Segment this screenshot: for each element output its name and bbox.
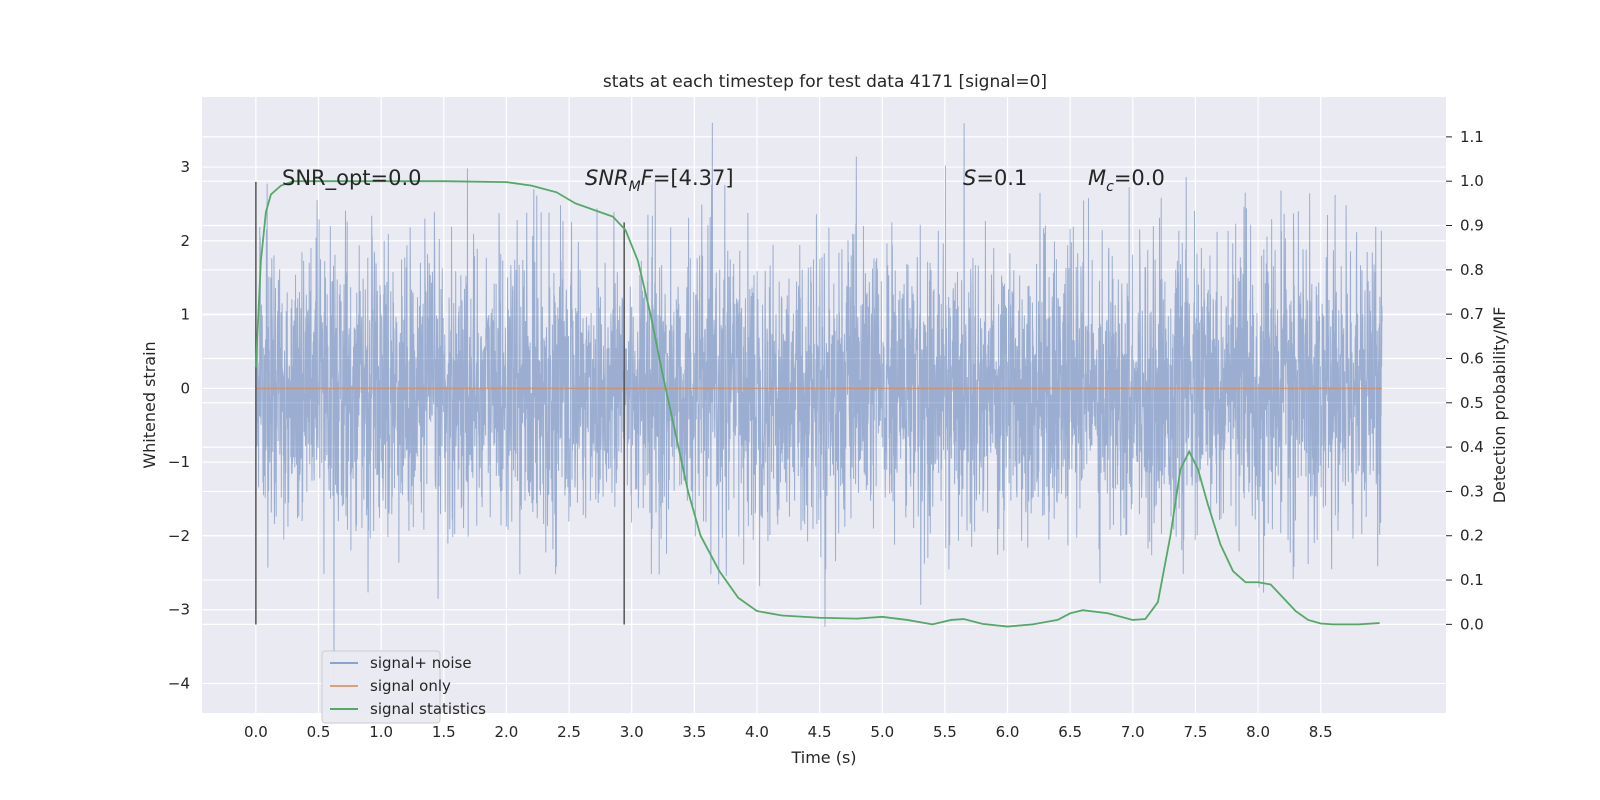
y2-tick-label: 0.2	[1460, 527, 1484, 545]
annotation-snr-mf-main: SNR	[585, 166, 629, 190]
signal-noise-series	[255, 122, 1383, 684]
x-axis-ticks: 0.0 0.5 1.0 1.5 2.0 2.5 3.0 3.5 4.0 4.5 5.0 5.5 6.0 6…	[244, 723, 1333, 741]
y2-tick-label: 0.7	[1460, 305, 1484, 323]
x-tick-label: 2.0	[494, 723, 518, 741]
x-tick-label: 2.5	[557, 723, 581, 741]
y2-tick-label: 0.9	[1460, 217, 1484, 235]
legend-label-signal: signal only	[370, 677, 451, 695]
annotation-mc: Mc=0.0	[1088, 166, 1165, 195]
x-tick-label: 1.5	[432, 723, 456, 741]
y2-tick-label: 0.5	[1460, 394, 1484, 412]
annotation-snr-opt: SNR_opt=0.0	[282, 166, 422, 191]
y-tick-label: −2	[168, 527, 190, 545]
annotation-mc-label: M	[1088, 166, 1106, 190]
y2-tick-label: 0.1	[1460, 571, 1484, 589]
y-axis-ticks: 3 2 1 0 −1 −2 −3 −4	[168, 158, 190, 692]
y-tick-label: 0	[180, 379, 190, 397]
annotation-s-value: =0.1	[976, 166, 1027, 190]
y2-axis-label: Detection probability/MF	[1490, 307, 1509, 504]
x-tick-label: 8.5	[1309, 723, 1333, 741]
x-tick-label: 6.5	[1058, 723, 1082, 741]
y-axis-label: Whitened strain	[140, 341, 159, 468]
x-tick-label: 0.0	[244, 723, 268, 741]
x-tick-label: 7.5	[1184, 723, 1208, 741]
y2-tick-label: 0.3	[1460, 482, 1484, 500]
y2-tick-label: 0.4	[1460, 438, 1484, 456]
x-tick-label: 3.0	[620, 723, 644, 741]
chart-title: stats at each timestep for test data 417…	[603, 72, 1047, 92]
signal-statistics-series	[254, 180, 1380, 628]
x-tick-label: 4.5	[808, 723, 832, 741]
legend-label-stats: signal statistics	[370, 700, 486, 718]
annotation-snr-mf-it: F	[641, 166, 654, 190]
x-tick-label: 5.5	[933, 723, 957, 741]
y2-tick-label: 0.6	[1460, 349, 1484, 367]
x-tick-label: 8.0	[1246, 723, 1270, 741]
y-tick-label: −4	[168, 674, 190, 692]
x-tick-label: 1.0	[369, 723, 393, 741]
y-tick-label: −3	[168, 601, 190, 619]
annotation-snr-mf: SNRMF=[4.37]	[585, 166, 734, 195]
x-tick-label: 3.5	[682, 723, 706, 741]
vertical-markers	[255, 181, 625, 625]
y-tick-label: 3	[180, 158, 190, 176]
y-tick-label: −1	[168, 453, 190, 471]
x-axis-label: Time (s)	[790, 748, 856, 767]
x-tick-label: 5.0	[870, 723, 894, 741]
y2-axis-ticks: 1.1 1.0 0.9 0.8 0.7 0.6 0.5 0.4 0.3 0.2 0.1 0.0	[1446, 128, 1484, 633]
x-tick-label: 6.0	[996, 723, 1020, 741]
annotation-mc-value: =0.0	[1114, 166, 1165, 190]
legend-box	[321, 650, 441, 724]
annotation-s: S=0.1	[963, 166, 1027, 190]
x-tick-label: 0.5	[307, 723, 331, 741]
legend: signal+ noise signal only signal statist…	[321, 650, 486, 724]
annotation-s-label: S	[963, 166, 976, 190]
y2-tick-label: 1.0	[1460, 172, 1484, 190]
annotation-mc-sub: c	[1106, 179, 1114, 195]
y2-tick-label: 0.8	[1460, 261, 1484, 279]
legend-label-noise: signal+ noise	[370, 654, 472, 672]
x-tick-label: 7.0	[1121, 723, 1145, 741]
y2-tick-label: 1.1	[1460, 128, 1484, 146]
y2-tick-label: 0.0	[1460, 615, 1484, 633]
annotation-snr-mf-sub: M	[629, 179, 641, 195]
annotation-snr-mf-value: =[4.37]	[653, 166, 734, 190]
signal-statistics-line	[254, 180, 1380, 628]
noise-line	[255, 122, 1383, 684]
x-tick-label: 4.0	[745, 723, 769, 741]
y-tick-label: 1	[180, 306, 190, 324]
y-tick-label: 2	[180, 232, 190, 250]
